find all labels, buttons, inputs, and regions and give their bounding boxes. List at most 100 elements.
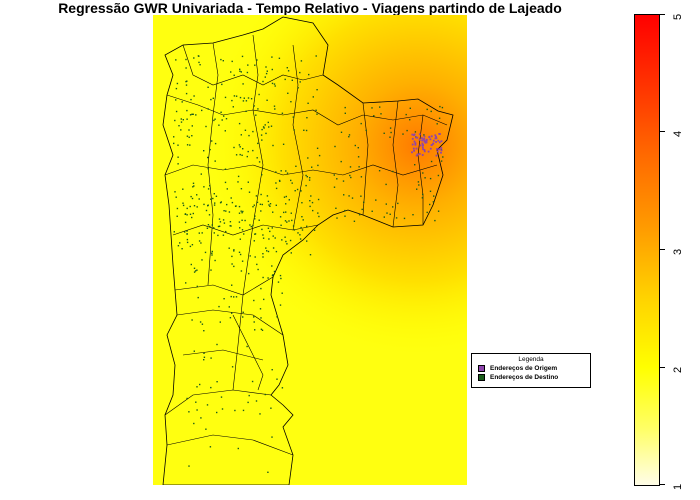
destination-point xyxy=(251,380,254,383)
destination-point xyxy=(230,71,232,73)
destination-point xyxy=(267,277,269,279)
destination-point xyxy=(360,195,362,197)
destination-point xyxy=(258,219,260,221)
destination-point xyxy=(211,140,213,142)
destination-point xyxy=(240,188,243,190)
destination-point xyxy=(246,71,249,74)
destination-point xyxy=(397,202,399,205)
destination-swatch xyxy=(478,374,485,381)
destination-point xyxy=(195,114,197,116)
destination-point xyxy=(181,101,183,103)
destination-point xyxy=(335,207,337,209)
destination-point xyxy=(247,181,249,183)
destination-point xyxy=(261,228,263,231)
destination-point xyxy=(262,253,264,255)
destination-point xyxy=(256,59,258,61)
destination-point xyxy=(296,188,299,191)
destination-point xyxy=(243,233,245,235)
destination-point xyxy=(229,225,231,227)
origin-point xyxy=(421,144,424,147)
map-title: Regressão GWR Univariada - Tempo Relativ… xyxy=(58,0,562,16)
destination-point xyxy=(282,143,285,145)
destination-point xyxy=(279,180,281,182)
destination-point xyxy=(220,58,222,61)
destination-point xyxy=(244,129,247,131)
destination-point xyxy=(276,316,278,318)
destination-point xyxy=(344,112,346,114)
destination-point xyxy=(191,244,194,246)
destination-point xyxy=(173,136,175,138)
destination-point xyxy=(333,186,336,188)
destination-point xyxy=(200,242,202,244)
destination-point xyxy=(437,210,440,212)
destination-point xyxy=(286,243,288,245)
destination-point xyxy=(247,97,250,99)
destination-point xyxy=(254,233,257,235)
destination-point xyxy=(349,174,351,177)
destination-point xyxy=(270,125,273,127)
destination-point xyxy=(273,83,276,85)
destination-point xyxy=(205,428,207,430)
destination-point xyxy=(340,131,343,133)
destination-point xyxy=(272,144,274,147)
destination-point xyxy=(264,124,266,126)
destination-point xyxy=(207,156,209,159)
destination-point xyxy=(211,250,213,253)
destination-point xyxy=(259,413,261,415)
origin-point xyxy=(413,149,415,152)
legend-item-destination-label: Endereços de Destino xyxy=(490,374,559,381)
destination-point xyxy=(436,123,438,125)
destination-point xyxy=(203,150,205,152)
destination-point xyxy=(305,174,307,177)
destination-point xyxy=(348,136,350,138)
destination-point xyxy=(197,296,199,299)
destination-point xyxy=(184,231,186,233)
destination-point xyxy=(283,196,286,198)
destination-point xyxy=(284,220,287,222)
destination-point xyxy=(250,225,252,228)
destination-point xyxy=(300,190,302,192)
destination-point xyxy=(318,215,320,218)
destination-point xyxy=(196,194,198,196)
destination-point xyxy=(217,225,220,228)
destination-point xyxy=(351,197,354,199)
destination-point xyxy=(193,57,195,59)
destination-point xyxy=(429,190,432,192)
origin-point xyxy=(437,139,440,142)
destination-point xyxy=(267,250,270,253)
destination-point xyxy=(301,202,303,204)
destination-point xyxy=(203,186,205,188)
destination-point xyxy=(422,193,424,196)
destination-point xyxy=(173,142,175,145)
origin-point xyxy=(422,138,425,141)
destination-point xyxy=(439,105,441,108)
destination-point xyxy=(193,267,196,269)
destination-point xyxy=(230,225,232,227)
destination-point xyxy=(336,217,338,219)
destination-point xyxy=(281,112,284,114)
destination-point xyxy=(233,146,235,149)
destination-point xyxy=(285,211,287,213)
destination-point xyxy=(379,106,381,108)
destination-point xyxy=(222,219,225,221)
destination-point xyxy=(178,125,180,127)
destination-point xyxy=(268,238,270,240)
destination-point xyxy=(249,224,251,226)
destination-point xyxy=(203,203,205,206)
destination-point xyxy=(260,328,263,330)
destination-point xyxy=(221,119,223,121)
destination-point xyxy=(301,216,303,218)
destination-point xyxy=(392,206,394,208)
destination-point xyxy=(283,211,285,214)
destination-point xyxy=(193,205,196,207)
destination-point xyxy=(200,417,202,419)
origin-point xyxy=(421,137,423,139)
scale-tick-5 xyxy=(659,14,665,15)
surface-hotspot xyxy=(153,15,467,485)
destination-point xyxy=(336,178,338,180)
destination-point xyxy=(262,256,264,258)
origin-point xyxy=(436,150,439,153)
destination-point xyxy=(218,225,221,227)
destination-point xyxy=(185,58,187,61)
destination-point xyxy=(191,319,193,321)
